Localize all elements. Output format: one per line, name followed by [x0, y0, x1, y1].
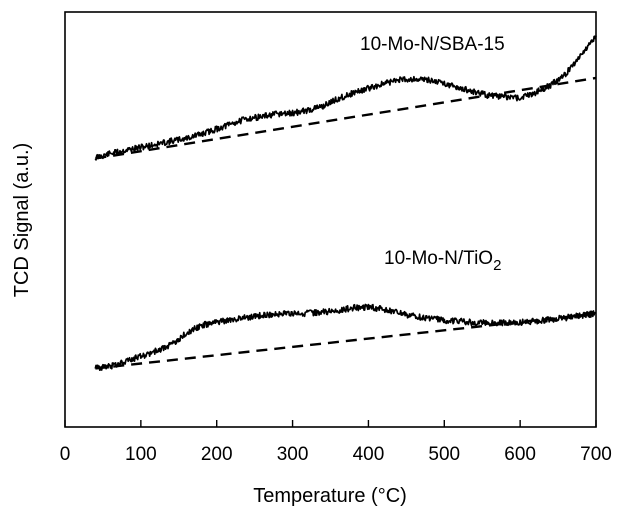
x-tick-label: 400 [353, 444, 385, 465]
series-lines [94, 35, 597, 372]
x-tick-label: 0 [60, 444, 71, 465]
baseline-sba15 [95, 76, 597, 160]
series-line-sba15 [94, 35, 597, 161]
series-label-tio2: 10-Mo-N/TiO2 [384, 248, 501, 274]
x-tick-label: 700 [580, 444, 612, 465]
x-tick-label: 100 [125, 444, 157, 465]
x-axis-ticks: 0 100 200 300 400 500 600 700 [60, 420, 612, 465]
x-tick-label: 500 [428, 444, 460, 465]
series-label-tio2-main: 10-Mo-N/TiO [384, 248, 493, 269]
series-label-tio2-subscript: 2 [493, 257, 501, 274]
x-tick-label: 200 [201, 444, 233, 465]
x-tick-label: 300 [277, 444, 309, 465]
series-line-tio2 [94, 303, 597, 372]
y-axis-label: TCD Signal (a.u.) [11, 143, 33, 298]
plot-frame [64, 11, 597, 428]
x-tick-label: 600 [504, 444, 536, 465]
x-axis-label: Temperature (°C) [253, 485, 407, 507]
series-label-sba15: 10-Mo-N/SBA-15 [360, 34, 505, 55]
